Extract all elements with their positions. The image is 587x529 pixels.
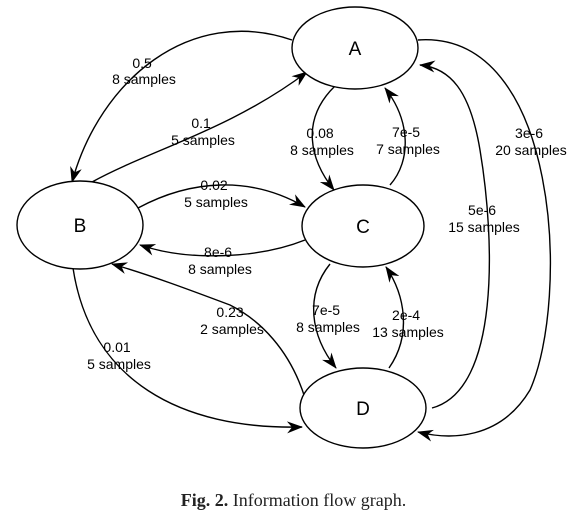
edge-c-to-b-value: 8e-6: [204, 244, 232, 260]
edge-d-to-a-samples: 15 samples: [448, 219, 520, 235]
edge-b-to-c: 0.02 5 samples: [137, 177, 306, 210]
svg-text:0.08 8 samples: 0.08 8 samples: [290, 125, 354, 158]
edge-a-to-b-value: 0.5: [132, 55, 152, 71]
edge-d-to-a: 5e-6 15 samples: [419, 60, 520, 409]
svg-text:7e-5 7 samples: 7e-5 7 samples: [376, 124, 440, 157]
svg-text:3e-6 20 samples: 3e-6 20 samples: [495, 125, 567, 158]
figure-caption: Fig. 2. Information flow graph.: [0, 490, 587, 511]
edge-c-to-d-samples: 8 samples: [296, 319, 360, 335]
edge-d-to-c-samples: 13 samples: [372, 324, 444, 340]
edge-c-to-d-value: 7e-5: [312, 302, 340, 318]
edge-c-to-d: 7e-5 8 samples: [296, 263, 360, 369]
edge-d-to-b-value: 0.23: [216, 304, 243, 320]
figure-number: Fig. 2.: [180, 490, 229, 510]
svg-text:0.23 2 samples: 0.23 2 samples: [200, 304, 264, 337]
edge-a-to-b: 0.5 8 samples: [70, 30, 293, 183]
edge-d-to-c-value: 2e-4: [392, 307, 420, 323]
edge-d-to-b-samples: 2 samples: [200, 321, 264, 337]
edge-a-to-b-samples: 8 samples: [112, 71, 176, 87]
figure-caption-text: Information flow graph.: [232, 490, 407, 510]
edge-b-to-d-value: 0.01: [103, 339, 130, 355]
svg-text:7e-5 8 samples: 7e-5 8 samples: [296, 302, 360, 335]
edge-a-to-c: 0.08 8 samples: [290, 85, 354, 191]
node-c-label: C: [356, 217, 370, 238]
edge-c-to-a: 7e-5 7 samples: [376, 87, 440, 186]
node-b: B: [16, 180, 144, 270]
edge-b-to-d-samples: 5 samples: [87, 356, 151, 372]
edge-d-to-b: 0.23 2 samples: [111, 262, 306, 399]
svg-text:0.1 5 samples: 0.1 5 samples: [171, 115, 235, 148]
node-b-label: B: [74, 216, 87, 237]
edge-a-to-c-value: 0.08: [306, 125, 333, 141]
edge-c-to-a-value: 7e-5: [392, 124, 420, 140]
edge-b-to-a-value: 0.1: [191, 115, 211, 131]
edge-c-to-a-samples: 7 samples: [376, 141, 440, 157]
edge-b-to-d: 0.01 5 samples: [72, 267, 303, 434]
edge-a-to-d: 3e-6 20 samples: [417, 39, 567, 442]
svg-text:0.01 5 samples: 0.01 5 samples: [87, 339, 151, 372]
edge-b-to-a-samples: 5 samples: [171, 132, 235, 148]
edge-d-to-c: 2e-4 13 samples: [372, 266, 444, 369]
edge-a-to-d-value: 3e-6: [515, 125, 543, 141]
edge-b-to-c-value: 0.02: [200, 177, 227, 193]
node-a-label: A: [349, 39, 362, 60]
node-d-label: D: [356, 399, 370, 420]
svg-text:5e-6 15 samples: 5e-6 15 samples: [448, 202, 520, 235]
svg-text:8e-6 8 samples: 8e-6 8 samples: [188, 244, 252, 277]
node-c: C: [301, 184, 425, 268]
svg-text:0.5 8 samples: 0.5 8 samples: [112, 55, 176, 87]
edge-b-to-c-samples: 5 samples: [184, 194, 248, 210]
edge-d-to-a-value: 5e-6: [468, 202, 496, 218]
edge-b-to-a: 0.1 5 samples: [91, 71, 308, 183]
edge-a-to-d-samples: 20 samples: [495, 142, 567, 158]
edge-c-to-b: 8e-6 8 samples: [139, 239, 306, 277]
node-a: A: [291, 6, 419, 90]
svg-text:2e-4 13 samples: 2e-4 13 samples: [372, 307, 444, 340]
edge-c-to-b-samples: 8 samples: [188, 261, 252, 277]
node-d: D: [299, 367, 427, 449]
svg-text:0.02 5 samples: 0.02 5 samples: [184, 177, 248, 210]
edge-a-to-c-samples: 8 samples: [290, 142, 354, 158]
